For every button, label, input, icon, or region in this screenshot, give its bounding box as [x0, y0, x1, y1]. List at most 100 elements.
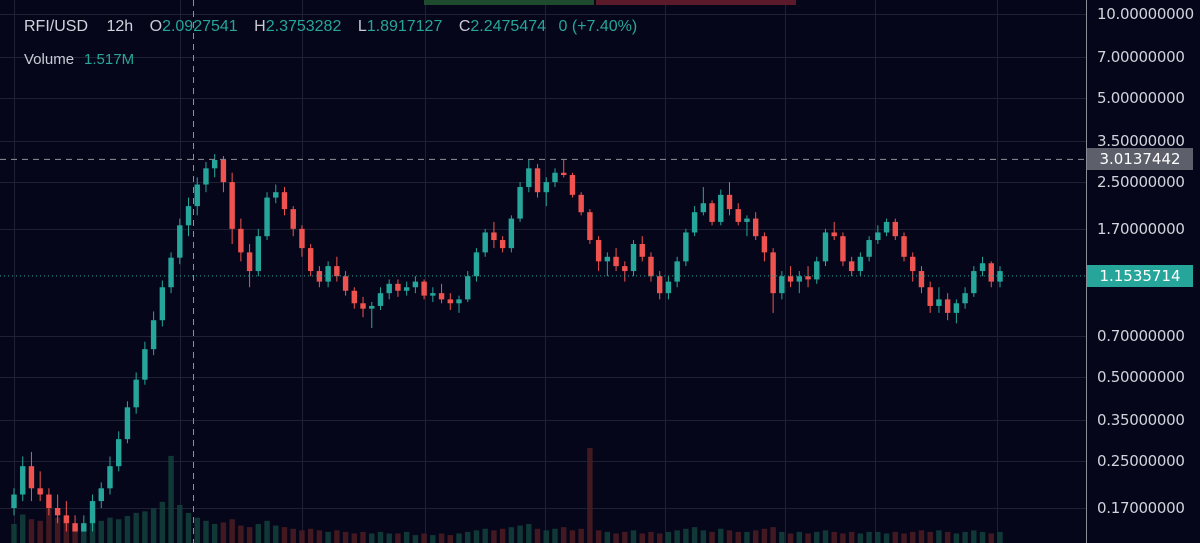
- candle-body: [639, 244, 645, 257]
- candle-body: [665, 281, 672, 294]
- volume-bar: [595, 530, 602, 543]
- candle-body: [98, 488, 104, 502]
- symbol-legend: RFI/USD 12h O2.0927541 H2.3753282 L1.891…: [24, 18, 637, 36]
- candle-body: [561, 172, 567, 176]
- candle-body: [37, 488, 43, 495]
- volume-bar: [534, 528, 541, 543]
- volume-bar: [290, 528, 296, 543]
- volume-bar: [307, 528, 314, 543]
- volume-bar: [814, 531, 820, 543]
- candle-body: [159, 287, 166, 321]
- volume-bar: [116, 519, 122, 543]
- candle-body: [683, 232, 689, 262]
- candle-body: [962, 293, 968, 304]
- volume-bar: [28, 519, 35, 543]
- volume-bar: [927, 531, 933, 543]
- volume-bar: [369, 533, 375, 543]
- candle-body: [81, 523, 87, 532]
- candle-body: [334, 266, 340, 277]
- volume-bar: [238, 525, 244, 543]
- candle-body: [491, 232, 497, 241]
- volume-bar: [299, 530, 305, 543]
- volume-bar: [395, 533, 401, 543]
- price-axis-tick: 2.50000000: [1097, 173, 1185, 192]
- symbol-name[interactable]: RFI/USD: [24, 18, 88, 35]
- candle-body: [72, 523, 78, 532]
- volume-bar: [971, 530, 977, 543]
- volume-bar: [831, 531, 837, 543]
- volume-bar: [726, 530, 733, 543]
- volume-bar: [98, 520, 104, 543]
- candle-body: [395, 283, 401, 291]
- candle-body: [246, 252, 253, 272]
- candle-body: [674, 261, 680, 282]
- volume-bar: [185, 512, 192, 543]
- candle-body: [630, 244, 637, 272]
- candle-body: [848, 261, 855, 272]
- candle-body: [744, 218, 750, 222]
- candle-body: [831, 232, 837, 237]
- volume-bar: [20, 514, 26, 543]
- candle-body: [901, 236, 907, 257]
- candle-body: [805, 276, 811, 280]
- volume-bar: [482, 528, 488, 543]
- candle-body: [89, 501, 96, 524]
- volume-bar: [613, 533, 619, 543]
- volume-bar: [211, 524, 218, 543]
- candle-body: [238, 228, 244, 253]
- candle-body: [211, 159, 218, 169]
- candle-body: [177, 225, 183, 258]
- candle-body: [718, 194, 724, 222]
- volume-bar: [203, 520, 209, 543]
- price-axis-tick: 7.00000000: [1097, 48, 1185, 67]
- volume-bar: [46, 498, 52, 543]
- volume-legend: Volume 1.517M: [24, 51, 134, 68]
- volume-label[interactable]: Volume: [24, 51, 75, 68]
- last-price-label: 1.1535714: [1087, 264, 1193, 287]
- candle-body: [438, 293, 445, 300]
- candle-body: [342, 276, 349, 291]
- volume-bar: [142, 511, 148, 543]
- candle-body: [787, 276, 794, 282]
- volume-bar: [342, 531, 349, 543]
- candle-body: [552, 172, 558, 183]
- candle-body: [988, 263, 994, 282]
- candle-body: [709, 203, 715, 222]
- candle-body: [194, 184, 200, 207]
- price-axis-tick: 0.25000000: [1097, 452, 1185, 471]
- volume-bar: [578, 528, 584, 543]
- volume-bar: [491, 530, 497, 543]
- volume-bar: [107, 517, 113, 543]
- volume-bar: [604, 531, 611, 543]
- volume-bar: [517, 525, 523, 543]
- candle-body: [377, 293, 384, 306]
- interval-label[interactable]: 12h: [106, 18, 134, 35]
- volume-bar: [761, 528, 768, 543]
- price-axis-tick: 0.70000000: [1097, 327, 1185, 346]
- candle-body: [910, 256, 916, 272]
- volume-bar: [89, 522, 96, 543]
- candle-body: [726, 194, 733, 210]
- candle-body: [779, 276, 785, 294]
- candle-body: [142, 349, 148, 380]
- candle-body: [220, 159, 227, 183]
- candle-body: [473, 252, 480, 277]
- candle-body: [133, 379, 139, 408]
- candle-body: [656, 276, 663, 294]
- volume-bar: [334, 530, 340, 543]
- candle-body: [421, 281, 427, 296]
- volume-bar: [273, 525, 279, 543]
- volume-bar: [883, 533, 890, 543]
- candle-body: [430, 293, 436, 296]
- volume-bar: [997, 531, 1003, 543]
- volume-bar: [630, 530, 637, 543]
- change-value: 0 (+7.40%): [558, 18, 638, 35]
- candle-body: [526, 168, 532, 188]
- volume-bar: [81, 525, 87, 543]
- candle-body: [569, 175, 576, 195]
- volume-bar: [133, 512, 139, 543]
- volume-bar: [770, 527, 776, 543]
- volume-bar: [752, 530, 759, 543]
- volume-bar: [54, 517, 61, 543]
